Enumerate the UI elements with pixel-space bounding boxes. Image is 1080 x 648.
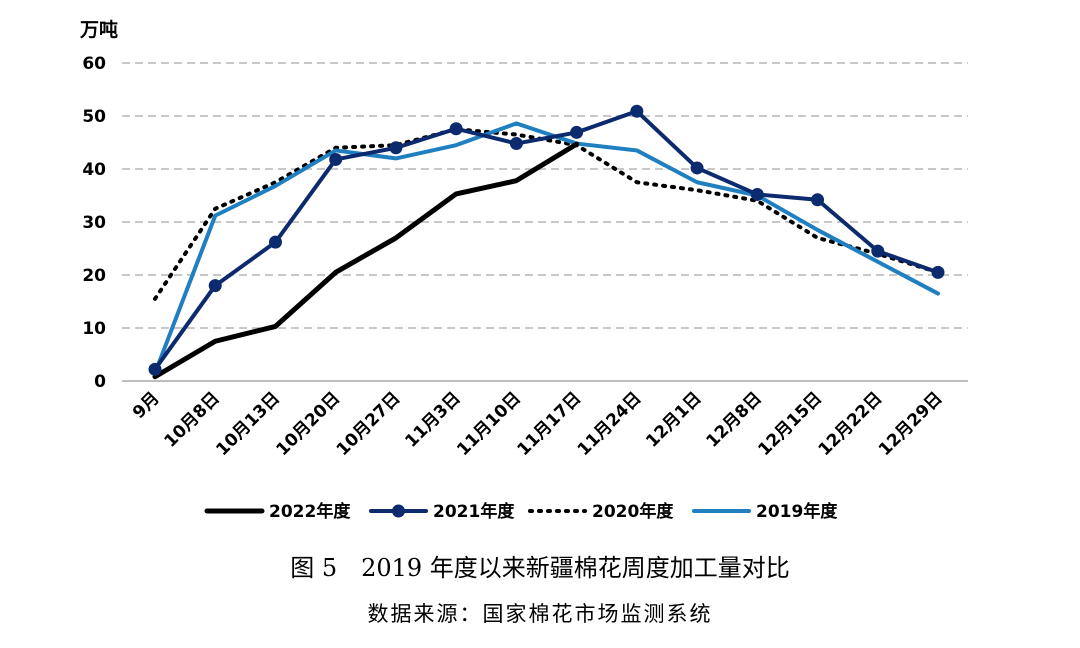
x-tick-label: 12月29日 bbox=[875, 388, 947, 460]
data-point bbox=[148, 362, 162, 376]
x-tick-label: 10月20日 bbox=[273, 388, 345, 460]
x-tick-label: 11月17日 bbox=[514, 388, 586, 460]
series-line bbox=[153, 121, 940, 376]
x-tick-label: 12月15日 bbox=[754, 388, 826, 460]
legend-item: 2020年度 bbox=[528, 501, 674, 522]
data-source-note: 数据来源：国家棉花市场监测系统 bbox=[367, 602, 713, 626]
series-lines bbox=[148, 104, 945, 380]
series-line bbox=[152, 141, 580, 380]
data-point bbox=[570, 125, 584, 139]
y-tick-label: 20 bbox=[82, 266, 106, 286]
data-point bbox=[268, 235, 282, 249]
data-point bbox=[931, 265, 945, 279]
series-line bbox=[153, 127, 940, 301]
series-2021年度 bbox=[148, 104, 945, 376]
data-point bbox=[389, 141, 403, 155]
x-tick-label: 11月10日 bbox=[453, 388, 525, 460]
data-point bbox=[630, 104, 644, 118]
legend-item: 2019年度 bbox=[692, 501, 838, 522]
legend-label: 2022年度 bbox=[269, 501, 351, 522]
data-point bbox=[811, 193, 825, 207]
x-tick-label: 11月24日 bbox=[574, 388, 646, 460]
x-tick-label: 12月1日 bbox=[642, 388, 705, 451]
x-tick-label: 12月22日 bbox=[815, 388, 887, 460]
y-tick-label: 60 bbox=[82, 54, 106, 74]
y-axis-unit-label: 万吨 bbox=[79, 18, 118, 41]
series-2022年度 bbox=[152, 141, 580, 380]
data-point bbox=[871, 244, 885, 258]
y-tick-label: 0 bbox=[94, 372, 106, 392]
gridlines bbox=[122, 62, 968, 329]
x-tick-label: 11月3日 bbox=[401, 388, 464, 451]
x-tick-label: 9月 bbox=[129, 388, 164, 423]
y-tick-label: 40 bbox=[82, 160, 106, 180]
x-tick-label: 10月13日 bbox=[212, 388, 284, 460]
x-axis-ticks: 9月10月8日10月13日10月20日10月27日11月3日11月10日11月1… bbox=[129, 388, 947, 460]
y-tick-label: 10 bbox=[82, 319, 106, 339]
data-point bbox=[509, 137, 523, 151]
data-point bbox=[329, 152, 343, 166]
y-tick-label: 30 bbox=[82, 213, 106, 233]
series-line bbox=[153, 109, 940, 372]
x-tick-label: 12月8日 bbox=[703, 388, 766, 451]
line-chart: 万吨 0 10 20 30 40 50 60 9月10月8日10月13日10月20日10月2… bbox=[79, 18, 968, 522]
y-axis-ticks: 0 10 20 30 40 50 60 bbox=[82, 54, 106, 392]
data-point bbox=[449, 122, 463, 136]
legend-marker bbox=[392, 504, 405, 518]
legend-item: 2022年度 bbox=[204, 501, 351, 522]
series-2019年度 bbox=[153, 121, 940, 376]
y-tick-label: 50 bbox=[82, 107, 106, 127]
legend-label: 2020年度 bbox=[592, 501, 674, 522]
legend-item: 2021年度 bbox=[369, 501, 515, 522]
legend-label: 2021年度 bbox=[433, 501, 515, 522]
data-point bbox=[750, 187, 764, 201]
figure-caption: 图 5 2019 年度以来新疆棉花周度加工量对比 bbox=[290, 554, 790, 582]
x-tick-label: 10月8日 bbox=[160, 388, 223, 451]
data-point bbox=[208, 279, 222, 293]
legend: 2022年度 2021年度 2020年度 2019年度 bbox=[204, 501, 838, 522]
x-tick-label: 10月27日 bbox=[333, 388, 405, 460]
data-point bbox=[690, 161, 704, 175]
legend-label: 2019年度 bbox=[756, 501, 838, 522]
series-2020年度 bbox=[153, 127, 940, 301]
